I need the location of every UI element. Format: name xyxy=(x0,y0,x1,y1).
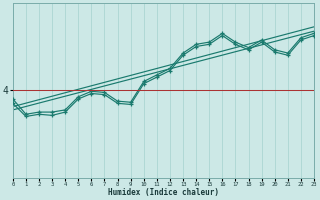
X-axis label: Humidex (Indice chaleur): Humidex (Indice chaleur) xyxy=(108,188,219,197)
